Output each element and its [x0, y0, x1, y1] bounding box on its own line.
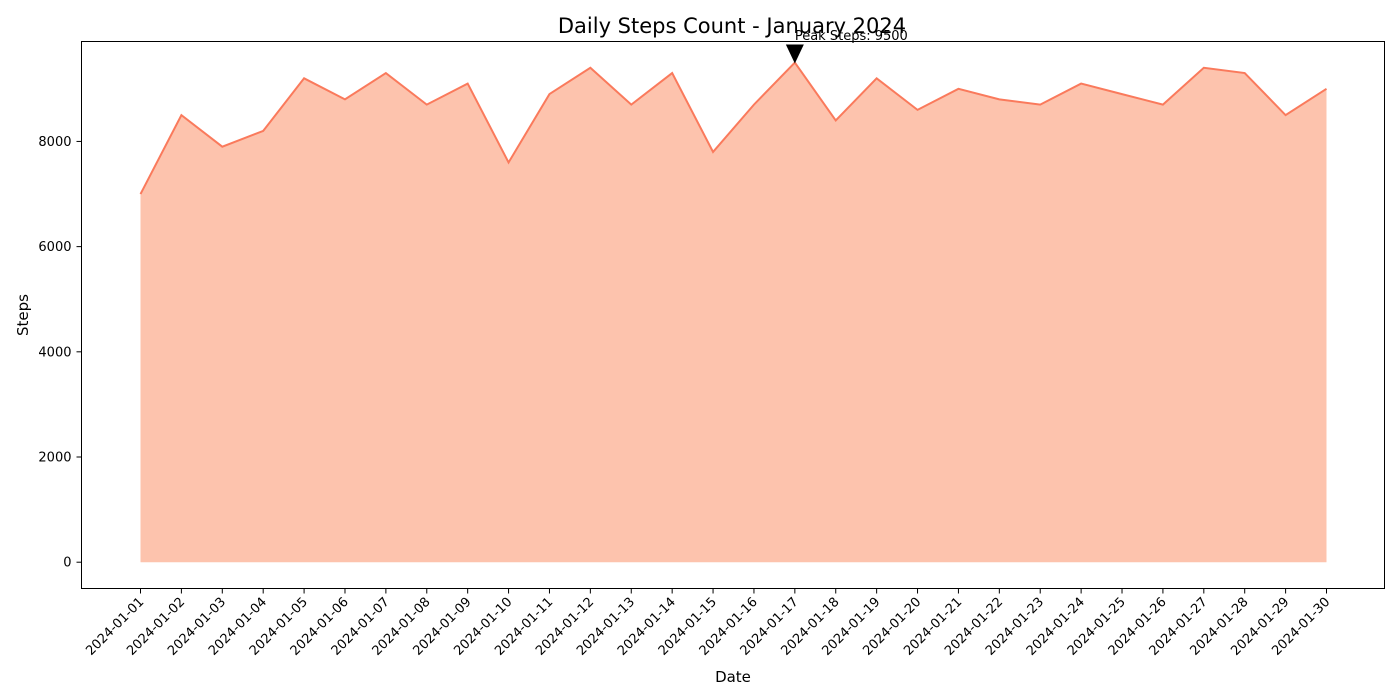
area-fill: [140, 62, 1327, 563]
y-tick-label: 0: [63, 556, 71, 571]
annotation-label: Peak Steps: 9500: [795, 29, 908, 44]
annotation-arrow-head: [785, 44, 804, 64]
y-tick-label: 4000: [38, 345, 71, 360]
y-tick-label: 6000: [38, 240, 71, 255]
x-axis-label: Date: [715, 668, 751, 686]
y-tick-label: 8000: [38, 135, 71, 150]
y-tick-label: 2000: [38, 451, 71, 466]
series-line: [139, 60, 1328, 195]
y-axis-label: Steps: [14, 294, 32, 336]
chart-title: Daily Steps Count - January 2024: [558, 14, 906, 38]
plot-frame: [81, 41, 1385, 589]
